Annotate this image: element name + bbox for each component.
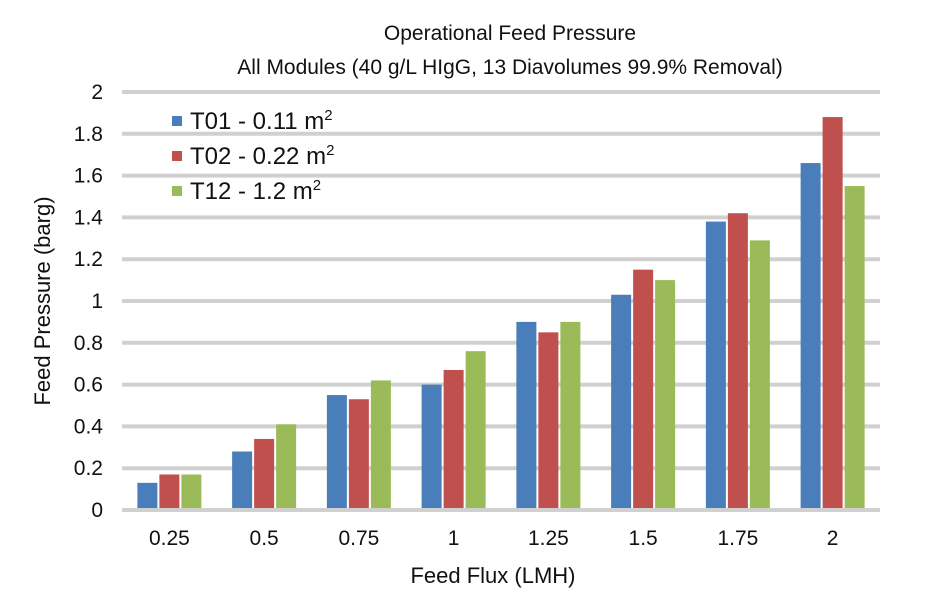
x-tick-label: 1 bbox=[448, 527, 460, 550]
bar-t01-1 bbox=[421, 384, 442, 508]
bar-t12-0.75 bbox=[370, 380, 391, 508]
bar-t02-1.75 bbox=[727, 213, 748, 508]
legend-swatch bbox=[172, 186, 182, 196]
x-tick-label: 1.5 bbox=[629, 527, 658, 550]
legend-label: T12 - 1.2 m2 bbox=[190, 177, 321, 205]
y-tick-label: 2 bbox=[91, 81, 103, 104]
legend-swatch bbox=[172, 116, 182, 126]
bar-t01-1.25 bbox=[516, 321, 537, 508]
x-tick-label: 0.75 bbox=[338, 527, 379, 550]
bar-t02-1 bbox=[443, 369, 464, 508]
y-tick-label: 1.6 bbox=[74, 165, 103, 188]
bar-t12-2 bbox=[844, 186, 865, 509]
chart-subtitle: All Modules (40 g/L HIgG, 13 Diavolumes … bbox=[237, 56, 782, 79]
bar-t01-2 bbox=[800, 163, 821, 508]
bar-t02-1.5 bbox=[633, 269, 654, 508]
y-tick-label: 1 bbox=[91, 290, 103, 313]
y-tick-label: 0.4 bbox=[74, 415, 104, 438]
x-axis-label: Feed Flux (LMH) bbox=[410, 563, 575, 588]
chart-title: Operational Feed Pressure bbox=[384, 22, 636, 45]
bar-t12-1.25 bbox=[560, 321, 581, 508]
y-axis-ticks: 0 0.2 0.4 0.6 0.8 1 1.2 1.4 1.6 1.8 2 bbox=[74, 81, 104, 522]
bar-t02-0.5 bbox=[254, 438, 275, 508]
x-tick-label: 2 bbox=[827, 527, 839, 550]
x-axis-ticks: 0.25 0.5 0.75 1 1.25 1.5 1.75 2 bbox=[149, 527, 839, 550]
bar-t02-0.75 bbox=[348, 399, 369, 508]
legend: T01 - 0.11 m2 T02 - 0.22 m2 T12 - 1.2 m2 bbox=[172, 107, 334, 205]
legend-label: T02 - 0.22 m2 bbox=[190, 142, 334, 170]
y-tick-label: 1.4 bbox=[74, 206, 104, 229]
bar-t12-0.25 bbox=[181, 474, 202, 508]
y-tick-label: 1.2 bbox=[74, 248, 103, 271]
x-tick-label: 0.25 bbox=[149, 527, 190, 550]
bar-t12-0.5 bbox=[276, 424, 297, 508]
bar-t02-0.25 bbox=[159, 474, 180, 508]
y-tick-label: 0 bbox=[91, 499, 103, 522]
y-tick-label: 1.8 bbox=[74, 123, 103, 146]
y-tick-label: 0.6 bbox=[74, 374, 103, 397]
x-tick-label: 0.5 bbox=[250, 527, 279, 550]
y-tick-label: 0.2 bbox=[74, 457, 103, 480]
x-tick-label: 1.75 bbox=[717, 527, 758, 550]
legend-label: T01 - 0.11 m2 bbox=[190, 107, 333, 135]
bar-t01-0.25 bbox=[137, 482, 158, 508]
x-tick-label: 1.25 bbox=[528, 527, 569, 550]
legend-swatch bbox=[172, 151, 182, 161]
bar-t12-1.5 bbox=[655, 280, 676, 508]
bar-t12-1.75 bbox=[749, 240, 770, 508]
bar-t01-0.5 bbox=[232, 451, 253, 508]
bar-t02-2 bbox=[822, 117, 843, 508]
y-tick-label: 0.8 bbox=[74, 332, 103, 355]
bar-t12-1 bbox=[465, 351, 486, 508]
bars bbox=[137, 117, 865, 509]
bar-t02-1.25 bbox=[538, 332, 559, 508]
bar-t01-1.75 bbox=[705, 221, 726, 508]
y-axis-label: Feed Pressure (barg) bbox=[30, 196, 55, 405]
bar-t01-0.75 bbox=[326, 395, 347, 508]
bar-t01-1.5 bbox=[611, 294, 632, 508]
